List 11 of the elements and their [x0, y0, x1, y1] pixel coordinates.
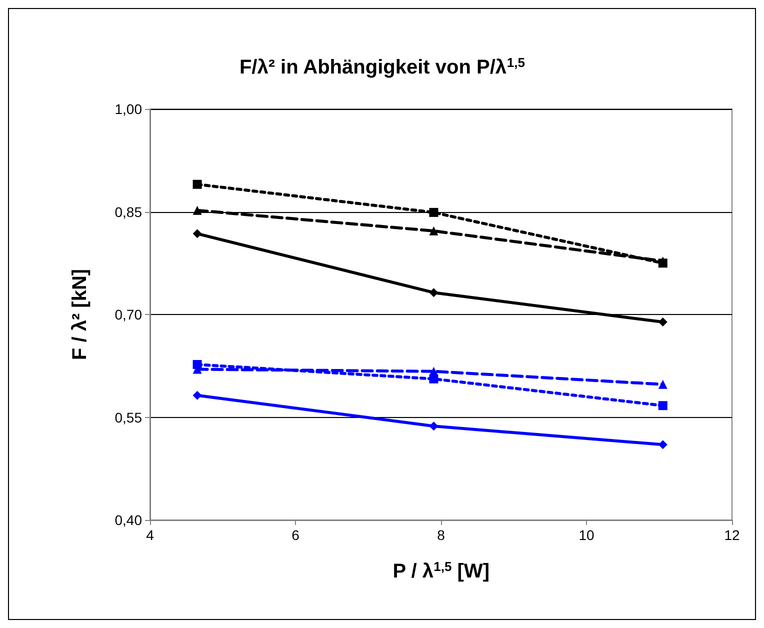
x-tick-label: 4: [146, 527, 154, 543]
x-tick-label: 12: [724, 527, 740, 543]
y-axis-title: F / λ² [kN]: [69, 268, 91, 360]
x-tick-label: 6: [292, 527, 300, 543]
y-tick-label: 1,00: [114, 101, 142, 117]
y-tick-label: 0,40: [114, 512, 142, 528]
y-tick-label: 0,55: [114, 409, 142, 426]
y-tick-label: 0,85: [114, 204, 142, 220]
x-tick-label: 8: [437, 527, 446, 543]
x-tick-label: 10: [578, 527, 594, 543]
y-tick-label: 0,70: [114, 306, 142, 322]
